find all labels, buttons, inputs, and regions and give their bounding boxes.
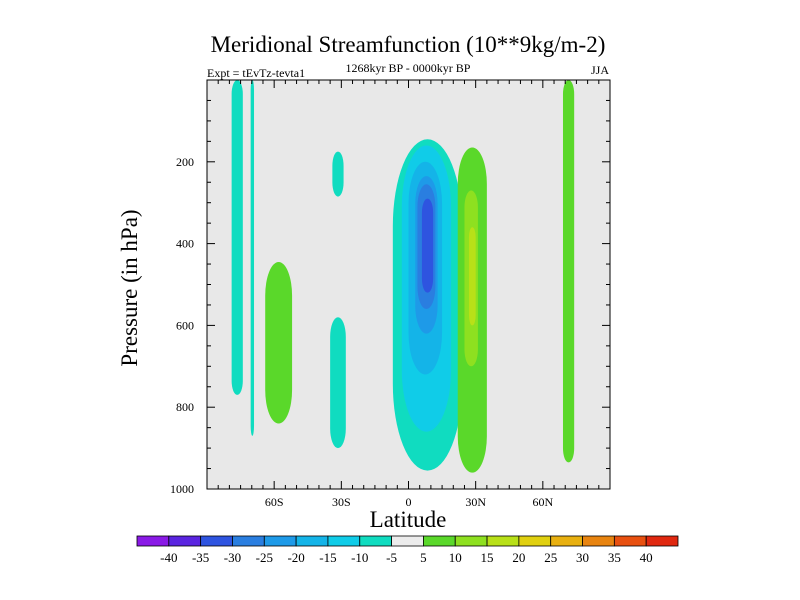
colorbar-swatch-14 (550, 535, 583, 547)
colorbar-label: 35 (608, 550, 621, 565)
colorbar-swatch-4 (232, 535, 265, 547)
colorbar-label: -30 (224, 550, 241, 565)
colorbar-label: -10 (351, 550, 368, 565)
y-tick-label: 800 (176, 400, 194, 414)
colorbar-label: 30 (576, 550, 589, 565)
colorbar-swatch-16 (613, 535, 647, 547)
x-tick-label: 0 (406, 495, 412, 509)
axis-ticks: 60S 30S 0 30N 60N 200 400 600 800 1000 (170, 80, 610, 509)
colorbar-label: 15 (481, 550, 494, 565)
plot-area: 60S 30S 0 30N 60N 200 400 600 800 1000 (170, 79, 611, 509)
colorbar-label: 25 (544, 550, 557, 565)
y-tick-label: 200 (176, 155, 194, 169)
colorbar-label: 20 (512, 550, 525, 565)
colorbar-label: 5 (420, 550, 427, 565)
colorbar-label: -35 (192, 550, 209, 565)
colorbar-swatch-17 (645, 535, 679, 547)
colorbar-swatch-13 (518, 535, 552, 547)
colorbar-label: -40 (160, 550, 177, 565)
colorbar-swatch-3 (200, 535, 233, 547)
x-tick-label: 60S (265, 495, 284, 509)
x-tick-label: 30S (332, 495, 351, 509)
colorbar-swatch-10 (423, 535, 456, 547)
colorbar-label: 10 (449, 550, 462, 565)
y-tick-label: 400 (176, 237, 194, 251)
colorbar-swatch-2 (168, 535, 202, 547)
colorbar-label: -5 (386, 550, 397, 565)
colorbar-swatch-9 (391, 535, 424, 547)
contour-region-11-level--30 (421, 198, 434, 293)
contour-region-1-level--5 (231, 80, 243, 395)
chart-subtitle-left: Expt = tEvTz-tevta1 (207, 66, 305, 80)
contour-region-15-level-5 (562, 80, 575, 463)
colorbar-swatch-12 (486, 535, 520, 547)
colorbar-swatch-11 (454, 535, 488, 547)
colorbar-swatch-5 (263, 535, 297, 547)
colorbar-label: 40 (640, 550, 653, 565)
y-axis-label: Pressure (in hPa) (117, 209, 142, 366)
colorbar-swatch-7 (327, 535, 361, 547)
x-tick-label: 30N (465, 495, 486, 509)
colorbar: -40 -35 -30 -25 -20 -15 -10 -5 5 10 15 20 25 30 35 40 (136, 535, 679, 565)
colorbar-swatch-1 (136, 535, 170, 547)
x-tick-label: 60N (532, 495, 553, 509)
chart-subtitle-right: JJA (591, 63, 609, 77)
contour-region-2-level--5 (250, 80, 255, 436)
chart-title: Meridional Streamfunction (10**9kg/m-2) (211, 32, 606, 57)
contour-region-5-level--5 (330, 317, 346, 449)
y-tick-label: 600 (176, 318, 194, 332)
contour-region-14-level-15 (468, 227, 476, 326)
colorbar-swatch-6 (295, 535, 329, 547)
y-tick-label: 1000 (170, 482, 194, 496)
contour-region-4-level--5 (332, 151, 344, 197)
chart-subtitle-center: 1268kyr BP - 0000kyr BP (346, 61, 471, 75)
contour-region-3-level-5 (265, 262, 293, 424)
colorbar-label: -25 (256, 550, 273, 565)
colorbar-label: -15 (319, 550, 336, 565)
x-axis-label: Latitude (370, 507, 447, 532)
colorbar-label: -20 (287, 550, 304, 565)
colorbar-swatch-15 (582, 535, 615, 547)
contour-layer (231, 80, 575, 473)
colorbar-swatch-8 (359, 535, 392, 547)
